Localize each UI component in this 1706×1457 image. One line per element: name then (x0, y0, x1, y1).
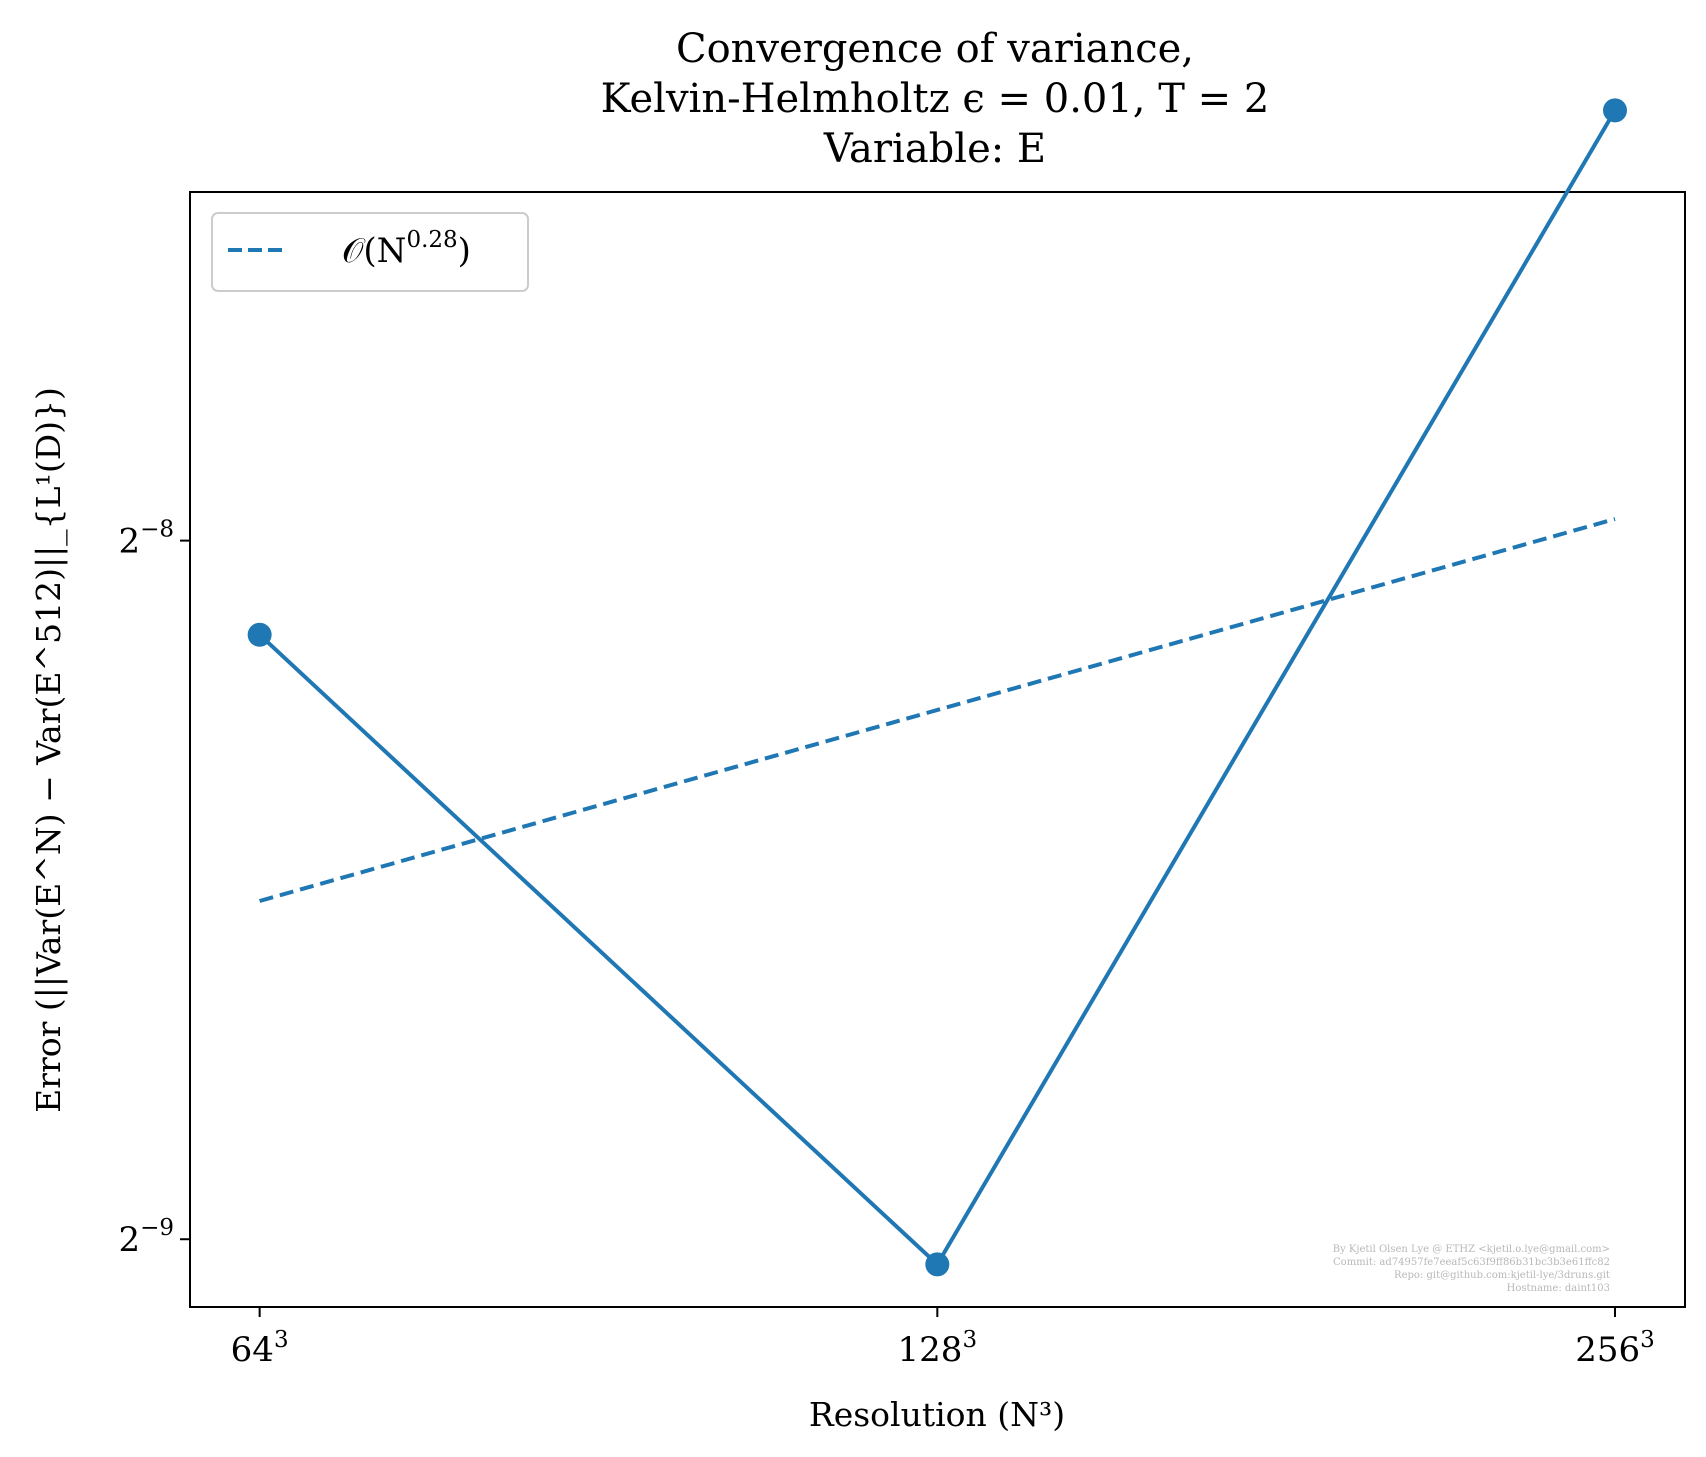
y-tick-label: 2−8 (118, 517, 174, 562)
x-axis-label: Resolution (N³) (809, 1395, 1065, 1434)
x-tick-label-exponent: 3 (1640, 1327, 1655, 1353)
data-point-marker (247, 622, 272, 647)
x-tick-label-base: 256 (1575, 1330, 1640, 1370)
legend: 𝒪(N0.28) (211, 212, 529, 292)
x-tick-label: 1283 (898, 1327, 978, 1370)
x-tick-label-base: 64 (231, 1330, 274, 1370)
legend-box (211, 212, 529, 292)
y-axis-ticks: 2−82−9 (118, 517, 190, 1260)
data-point-marker (1603, 98, 1628, 123)
x-tick-label-exponent: 3 (962, 1327, 977, 1353)
legend-label-tail: ) (458, 231, 471, 271)
x-tick-label: 643 (231, 1327, 289, 1370)
plot-area-frame (189, 191, 1686, 1308)
y-tick-label-exponent: −8 (140, 517, 174, 543)
y-tick-label: 2−9 (118, 1215, 174, 1260)
data-point-marker (925, 1252, 950, 1277)
x-tick-label-base: 128 (898, 1330, 963, 1370)
x-tick-label: 2563 (1575, 1327, 1655, 1370)
reference-line-dashed (259, 517, 1616, 903)
chart-title-line-2: Kelvin-Helmholtz ϵ = 0.01, T = 2 (601, 76, 1270, 122)
y-tick-label-base: 2 (118, 522, 140, 562)
series-layer (247, 98, 1628, 1277)
watermark: By Kjetil Olsen Lye @ ETHZ <kjetil.o.lye… (1333, 1244, 1610, 1294)
y-tick-label-base: 2 (118, 1220, 140, 1260)
watermark-line-4: Hostname: daint103 (1507, 1283, 1610, 1294)
chart-title-line-1: Convergence of variance, (676, 26, 1194, 72)
watermark-line-3: Repo: git@github.com:kjetil-lye/3druns.g… (1394, 1270, 1610, 1281)
x-tick-label-exponent: 3 (274, 1327, 289, 1353)
legend-label-main: 𝒪(N (342, 231, 406, 271)
legend-entry-label: 𝒪(N0.28) (342, 227, 471, 271)
chart-title-line-3: Variable: E (823, 126, 1046, 172)
x-axis-ticks: 643 1283 2563 (231, 1307, 1655, 1370)
watermark-line-2: Commit: ad74957fe7eeaf5c63f9ff86b31bc3b3… (1333, 1257, 1610, 1268)
watermark-line-1: By Kjetil Olsen Lye @ ETHZ <kjetil.o.lye… (1333, 1244, 1610, 1255)
y-tick-label-exponent: −9 (140, 1215, 174, 1241)
y-axis-label: Error (||Var(E^N) − Var(E^512)||_{L¹(D)}… (29, 387, 69, 1113)
legend-label-exponent: 0.28 (406, 227, 457, 253)
